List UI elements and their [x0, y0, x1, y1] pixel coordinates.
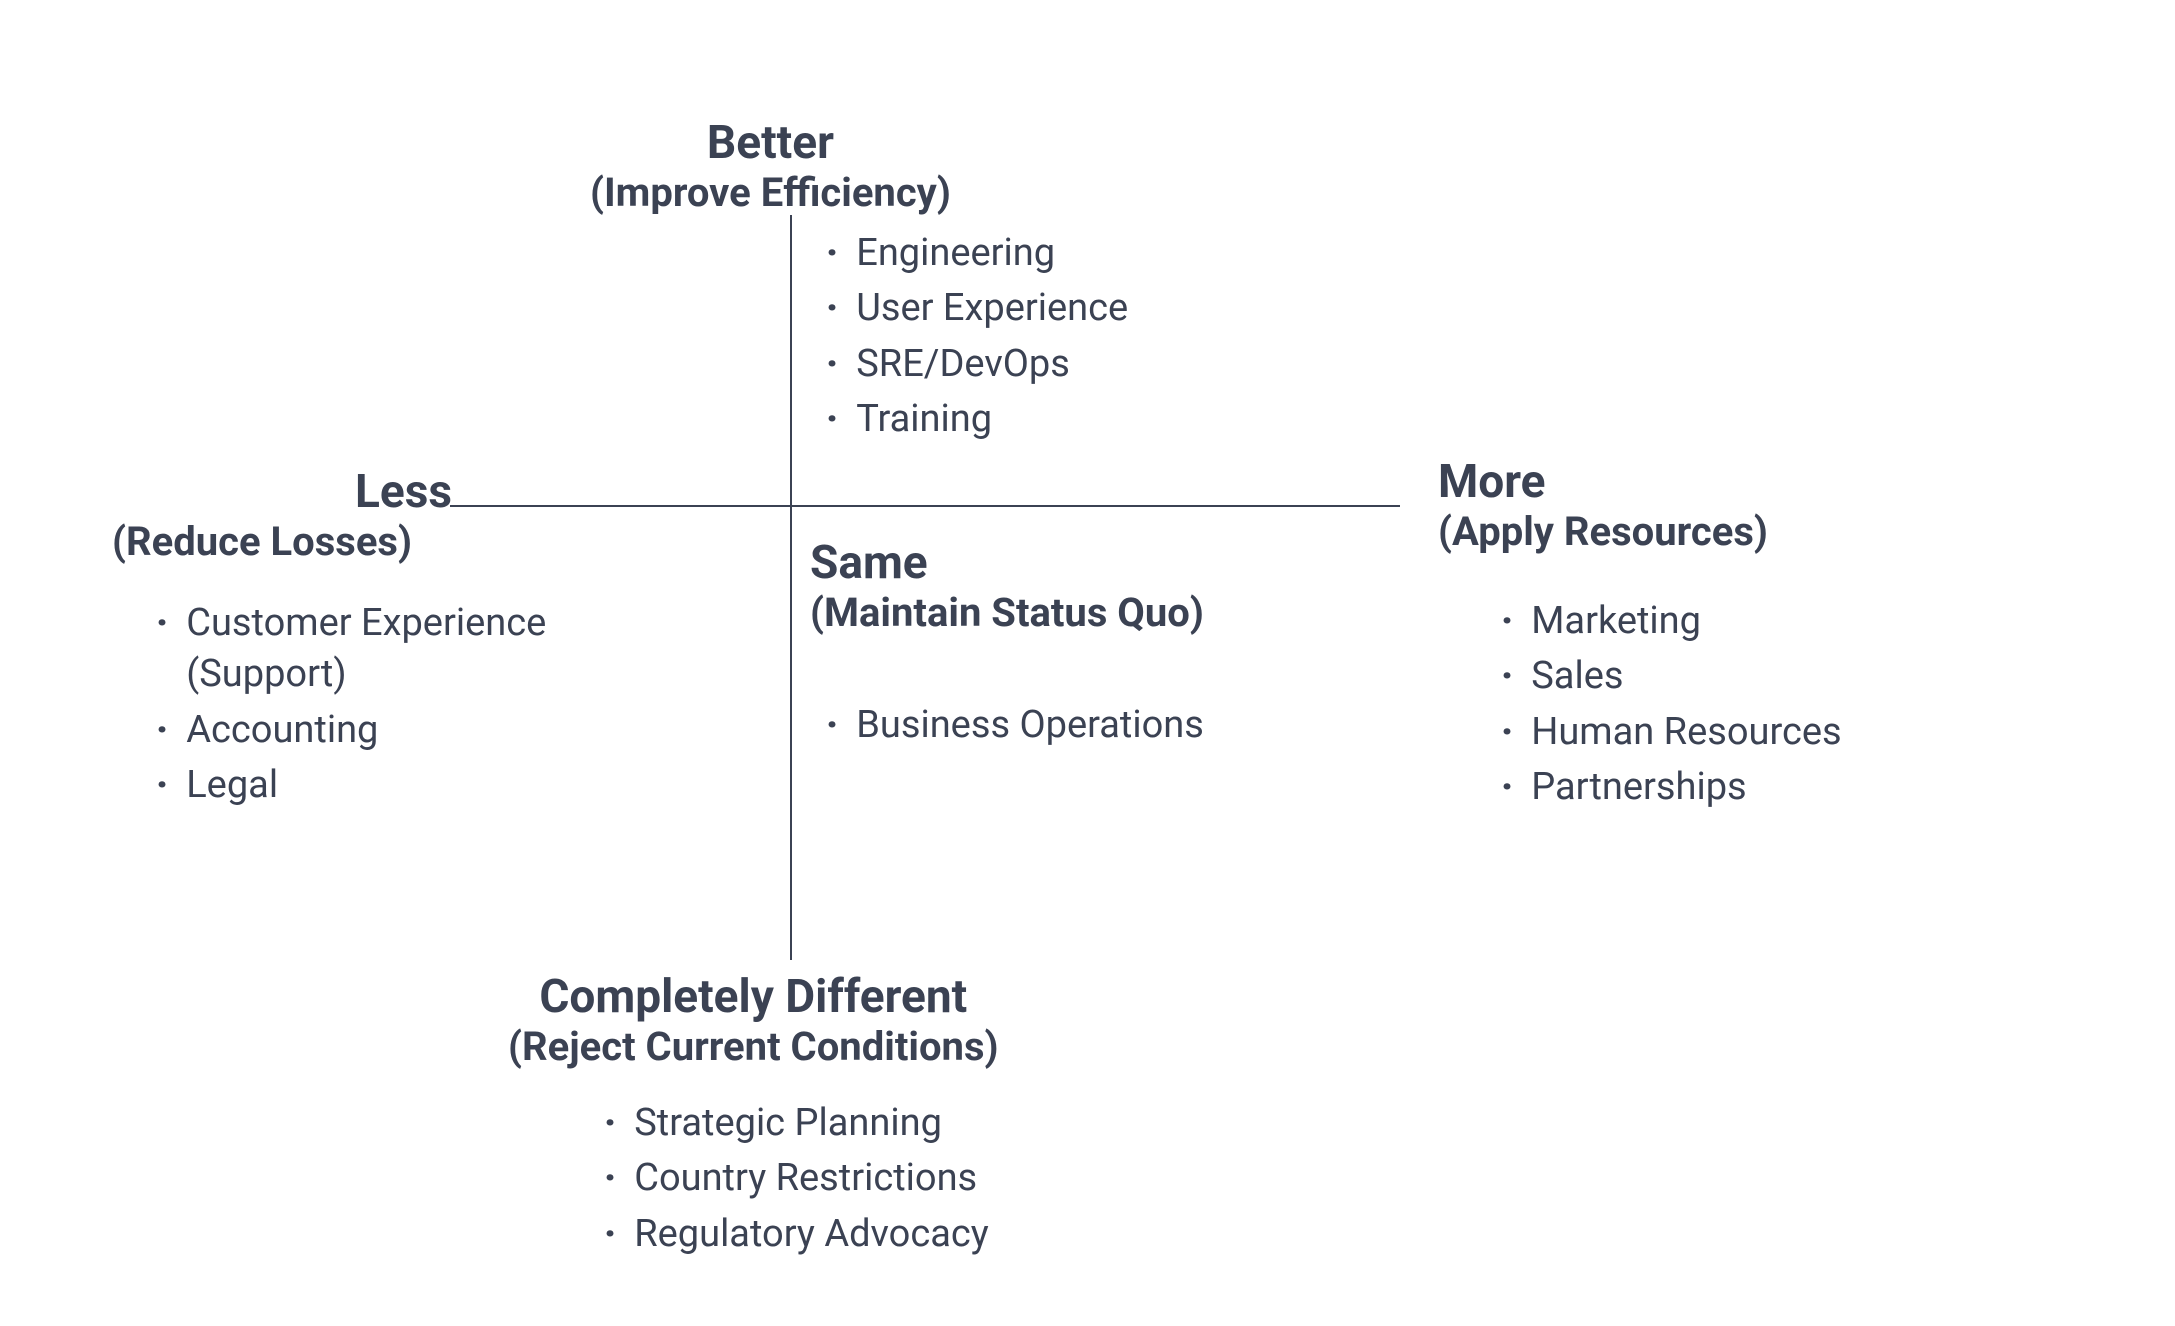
axis-right-subtitle: (Apply Resources): [1438, 508, 1768, 556]
item-text: Marketing: [1531, 596, 1701, 647]
list-item: Engineering: [820, 228, 1320, 279]
axis-left-items: Customer Experience (Support) Accounting…: [150, 598, 610, 815]
bullet-icon: [604, 1209, 616, 1260]
horizontal-axis-line: [450, 505, 1400, 507]
axis-bottom-subtitle: (Reject Current Conditions): [508, 1023, 999, 1071]
list-item: SRE/DevOps: [820, 339, 1320, 390]
bullet-icon: [604, 1098, 616, 1149]
bullet-icon: [156, 705, 168, 756]
axis-left-label: Less (Reduce Losses): [112, 467, 452, 566]
item-text: Sales: [1531, 651, 1623, 702]
list-item: Country Restrictions: [598, 1153, 1158, 1204]
item-text: Training: [856, 394, 992, 445]
list-item: Human Resources: [1495, 707, 1995, 758]
bullet-icon: [1501, 707, 1513, 758]
bullet-icon: [1501, 651, 1513, 702]
list-item: Marketing: [1495, 596, 1995, 647]
bullet-icon: [826, 394, 838, 445]
bullet-icon: [826, 283, 838, 334]
axis-left-title: Less: [112, 467, 452, 518]
axis-right-items: Marketing Sales Human Resources Partners…: [1495, 596, 1995, 817]
item-text: Legal: [186, 760, 278, 811]
bullet-icon: [156, 598, 168, 649]
item-text: Country Restrictions: [634, 1153, 977, 1204]
item-text: Human Resources: [1531, 707, 1841, 758]
center-subtitle: (Maintain Status Quo): [810, 589, 1204, 637]
bullet-icon: [826, 228, 838, 279]
bullet-icon: [156, 760, 168, 811]
item-text: Strategic Planning: [634, 1098, 942, 1149]
quadrant-diagram: Better (Improve Efficiency) Engineering …: [0, 0, 2175, 1326]
axis-left-subtitle: (Reduce Losses): [112, 518, 452, 566]
list-item: Sales: [1495, 651, 1995, 702]
item-text: SRE/DevOps: [856, 339, 1070, 390]
item-text: Engineering: [856, 228, 1055, 279]
list-item: Customer Experience (Support): [150, 598, 610, 701]
item-text: User Experience: [856, 283, 1128, 334]
axis-top-items: Engineering User Experience SRE/DevOps T…: [820, 228, 1320, 449]
list-item: User Experience: [820, 283, 1320, 334]
item-text: Regulatory Advocacy: [634, 1209, 989, 1260]
center-label: Same (Maintain Status Quo): [810, 538, 1204, 637]
axis-top-label: Better (Improve Efficiency): [590, 118, 951, 217]
list-item: Partnerships: [1495, 762, 1995, 813]
item-text: Customer Experience (Support): [186, 598, 610, 701]
item-text: Business Operations: [856, 700, 1204, 751]
bullet-icon: [826, 339, 838, 390]
center-items: Business Operations: [820, 700, 1360, 755]
axis-right-title: More: [1438, 457, 1768, 508]
axis-top-subtitle: (Improve Efficiency): [590, 169, 951, 217]
bullet-icon: [1501, 596, 1513, 647]
axis-top-title: Better: [590, 118, 951, 169]
bullet-icon: [604, 1153, 616, 1204]
list-item: Training: [820, 394, 1320, 445]
list-item: Strategic Planning: [598, 1098, 1158, 1149]
list-item: Legal: [150, 760, 610, 811]
list-item: Business Operations: [820, 700, 1360, 751]
bullet-icon: [1501, 762, 1513, 813]
list-item: Accounting: [150, 705, 610, 756]
bullet-icon: [826, 700, 838, 751]
vertical-axis-line: [790, 215, 792, 960]
item-text: Partnerships: [1531, 762, 1746, 813]
list-item: Regulatory Advocacy: [598, 1209, 1158, 1260]
axis-bottom-title: Completely Different: [508, 972, 999, 1023]
axis-bottom-items: Strategic Planning Country Restrictions …: [598, 1098, 1158, 1264]
axis-right-label: More (Apply Resources): [1438, 457, 1768, 556]
item-text: Accounting: [186, 705, 378, 756]
axis-bottom-label: Completely Different (Reject Current Con…: [508, 972, 999, 1071]
center-title: Same: [810, 538, 1204, 589]
